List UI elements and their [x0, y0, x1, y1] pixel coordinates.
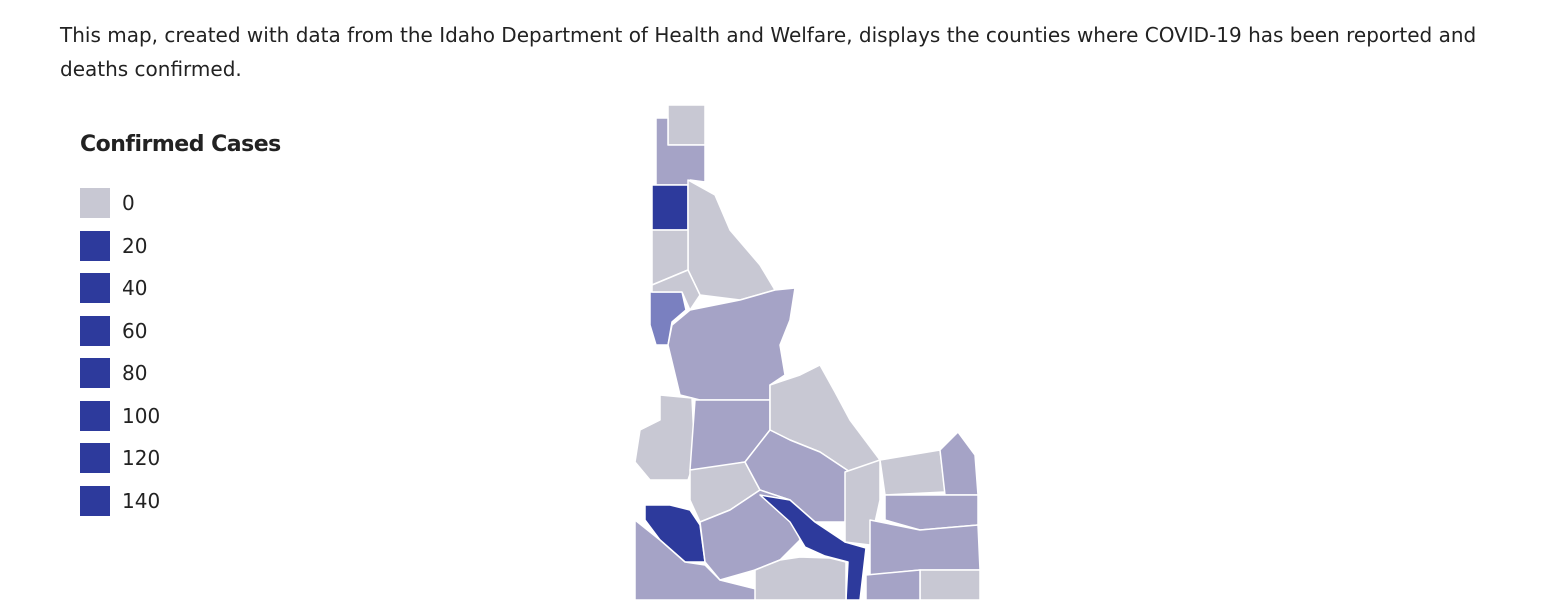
- counties: [634, 104, 981, 600]
- legend-swatch: [80, 188, 110, 219]
- county: [699, 489, 801, 581]
- legend-label: 80: [122, 361, 148, 386]
- county: [939, 431, 979, 496]
- legend-swatch: [80, 485, 110, 516]
- legend-item: 40: [80, 267, 160, 310]
- county: [667, 287, 796, 401]
- county: [687, 179, 776, 301]
- county: [667, 104, 706, 146]
- legend-label: 100: [122, 403, 161, 428]
- legend-swatch: [80, 400, 110, 431]
- legend-swatch: [80, 273, 110, 304]
- county: [884, 494, 979, 531]
- legend-item: 20: [80, 225, 160, 268]
- legend-label: 40: [122, 276, 148, 301]
- legend-swatch: [80, 315, 110, 346]
- legend-swatch: [80, 230, 110, 261]
- legend-item: 60: [80, 310, 160, 353]
- county: [634, 394, 696, 481]
- legend-item: 80: [80, 352, 160, 395]
- legend-item: 100: [80, 395, 160, 438]
- county: [651, 184, 689, 231]
- county: [879, 449, 946, 496]
- county: [919, 569, 981, 600]
- legend-label: 60: [122, 318, 148, 343]
- legend-title: Confirmed Cases: [80, 132, 281, 157]
- legend-label: 20: [122, 233, 148, 258]
- legend-label: 0: [122, 191, 135, 216]
- legend-swatch: [80, 443, 110, 474]
- legend-item: 120: [80, 437, 160, 480]
- county: [759, 494, 867, 600]
- county: [865, 569, 921, 600]
- legend-item: 0: [80, 182, 160, 225]
- legend-item: 140: [80, 480, 160, 523]
- legend: 0 20 40 60 80 100 120 140: [80, 182, 160, 522]
- description: This map, created with data from the Ida…: [60, 23, 1477, 81]
- legend-swatch: [80, 358, 110, 389]
- legend-label: 140: [122, 488, 161, 513]
- legend-label: 120: [122, 446, 161, 471]
- county: [754, 556, 847, 600]
